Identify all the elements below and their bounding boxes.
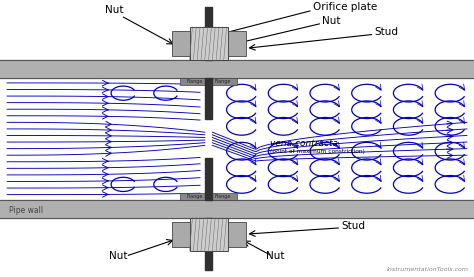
Bar [190, 27, 228, 60]
Bar [172, 31, 190, 56]
Bar [205, 78, 212, 119]
Bar [180, 193, 209, 200]
Text: Flange: Flange [215, 194, 231, 199]
Bar [205, 158, 212, 200]
Text: Nut: Nut [109, 251, 128, 261]
Text: Orifice plate: Orifice plate [313, 2, 377, 12]
Text: Nut: Nut [265, 251, 284, 261]
Bar [0, 60, 474, 78]
Text: Flange: Flange [186, 79, 202, 84]
Bar [180, 78, 209, 85]
Text: Nut: Nut [322, 16, 341, 26]
Text: InstrumentationTools.com: InstrumentationTools.com [387, 268, 469, 273]
Bar [209, 78, 237, 85]
Text: vena contracta: vena contracta [270, 139, 338, 148]
Text: Stud: Stud [341, 220, 365, 231]
Text: (point of maximum constriction): (point of maximum constriction) [270, 149, 365, 154]
Bar [190, 217, 228, 251]
Bar [228, 222, 246, 247]
Bar [0, 200, 474, 217]
Bar [209, 193, 237, 200]
Bar [205, 7, 212, 60]
Bar [228, 31, 246, 56]
Text: Pipe wall: Pipe wall [9, 206, 44, 216]
Text: Flange: Flange [186, 194, 202, 199]
Bar [205, 217, 212, 270]
Text: Flange: Flange [215, 79, 231, 84]
Text: Stud: Stud [374, 27, 399, 37]
Text: Nut: Nut [104, 5, 123, 15]
Bar [172, 222, 190, 247]
